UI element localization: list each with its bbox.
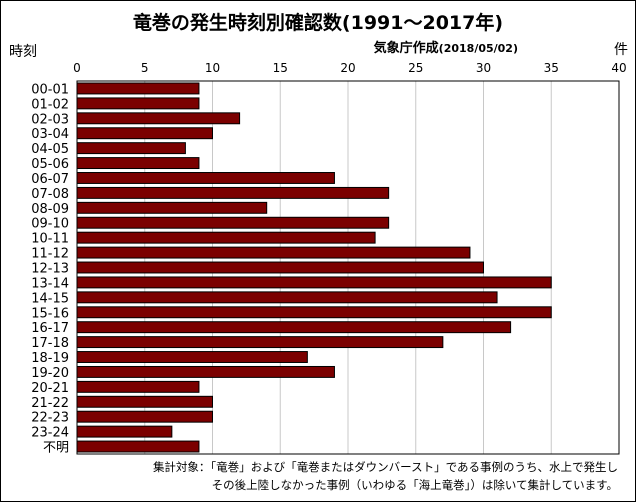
y-category-label: 13-14 bbox=[31, 276, 69, 291]
bar-22-23 bbox=[76, 410, 213, 423]
subtitle-prefix: 気象庁作成 bbox=[373, 41, 439, 56]
bar-06-07 bbox=[76, 172, 335, 184]
bar-16-17 bbox=[76, 321, 512, 334]
bar-13-14 bbox=[76, 276, 552, 289]
bar-不明 bbox=[76, 440, 200, 453]
y-category-label: 21-22 bbox=[31, 396, 69, 411]
y-category-label: 17-18 bbox=[31, 336, 69, 351]
y-category-label: 22-23 bbox=[31, 411, 69, 426]
bar-15-16 bbox=[76, 306, 552, 319]
y-category-label: 05-06 bbox=[31, 157, 69, 172]
bar-04-05 bbox=[76, 142, 186, 155]
y-category-label: 20-21 bbox=[31, 381, 69, 396]
y-category-label: 16-17 bbox=[31, 321, 69, 336]
bar-08-09 bbox=[76, 201, 268, 214]
y-category-label: 06-07 bbox=[31, 172, 69, 187]
y-category-label: 19-20 bbox=[31, 366, 69, 381]
bar-21-22 bbox=[76, 395, 213, 408]
y-category-label: 23-24 bbox=[31, 426, 69, 441]
bar-20-21 bbox=[76, 380, 200, 393]
footnote-line-1: 集計対象：「竜巻」および「竜巻またはダウンバースト」である事例のうち、水上で発生… bbox=[152, 460, 618, 474]
y-axis-label: 時刻 bbox=[9, 44, 37, 60]
y-category-label: 09-10 bbox=[31, 217, 69, 232]
bar-07-08 bbox=[76, 186, 390, 199]
x-tick-label: 0 bbox=[73, 61, 81, 75]
bar-18-19 bbox=[76, 351, 308, 363]
bar-11-12 bbox=[76, 246, 471, 259]
chart-subtitle: 気象庁作成(2018/05/02) bbox=[374, 37, 518, 56]
bar-03-04 bbox=[76, 127, 213, 140]
footnote: 集計対象：「竜巻」および「竜巻またはダウンバースト」である事例のうち、水上で発生… bbox=[153, 458, 618, 494]
y-category-label: 02-03 bbox=[31, 112, 69, 127]
bar-14-15 bbox=[76, 291, 498, 304]
x-tick-label: 20 bbox=[340, 61, 355, 75]
y-category-label: 07-08 bbox=[31, 187, 69, 202]
bar-12-13 bbox=[76, 261, 484, 274]
y-category-label: 10-11 bbox=[31, 232, 69, 247]
y-category-label: 08-09 bbox=[31, 202, 69, 217]
y-category-label: 12-13 bbox=[31, 262, 69, 277]
bar-23-24 bbox=[76, 425, 173, 438]
bar-01-02 bbox=[76, 97, 200, 110]
subtitle-date: (2018/05/02) bbox=[438, 42, 518, 55]
y-category-label: 15-16 bbox=[31, 306, 69, 321]
footnote-line-2: その後上陸しなかった事例（いわゆる「海上竜巻」）は除いて集計しています。 bbox=[211, 478, 618, 492]
y-category-label: 04-05 bbox=[31, 142, 69, 157]
bar-17-18 bbox=[76, 336, 444, 349]
bar-02-03 bbox=[76, 112, 241, 125]
chart-title: 竜巻の発生時刻別確認数(1991～2017年) bbox=[132, 12, 504, 34]
x-tick-label: 35 bbox=[544, 61, 559, 75]
y-category-label: 03-04 bbox=[31, 127, 69, 142]
x-tick-label: 30 bbox=[476, 61, 491, 75]
x-axis-unit: 件 bbox=[614, 42, 628, 58]
x-tick-label: 10 bbox=[205, 61, 220, 75]
y-category-label: 01-02 bbox=[31, 97, 69, 112]
x-tick-label: 5 bbox=[141, 61, 149, 75]
bar-10-11 bbox=[76, 231, 376, 244]
bar-00-01 bbox=[76, 82, 200, 95]
y-category-label: 00-01 bbox=[31, 82, 69, 97]
y-category-label: 11-12 bbox=[31, 247, 69, 262]
y-category-label: 14-15 bbox=[31, 291, 69, 306]
bar-19-20 bbox=[76, 365, 335, 378]
x-tick-label: 40 bbox=[611, 61, 626, 75]
y-category-label: 不明 bbox=[43, 441, 69, 456]
y-category-label: 18-19 bbox=[31, 351, 69, 366]
x-tick-label: 25 bbox=[408, 61, 423, 75]
bar-05-06 bbox=[76, 157, 200, 170]
bar-09-10 bbox=[76, 216, 390, 229]
x-tick-label: 15 bbox=[273, 61, 288, 75]
